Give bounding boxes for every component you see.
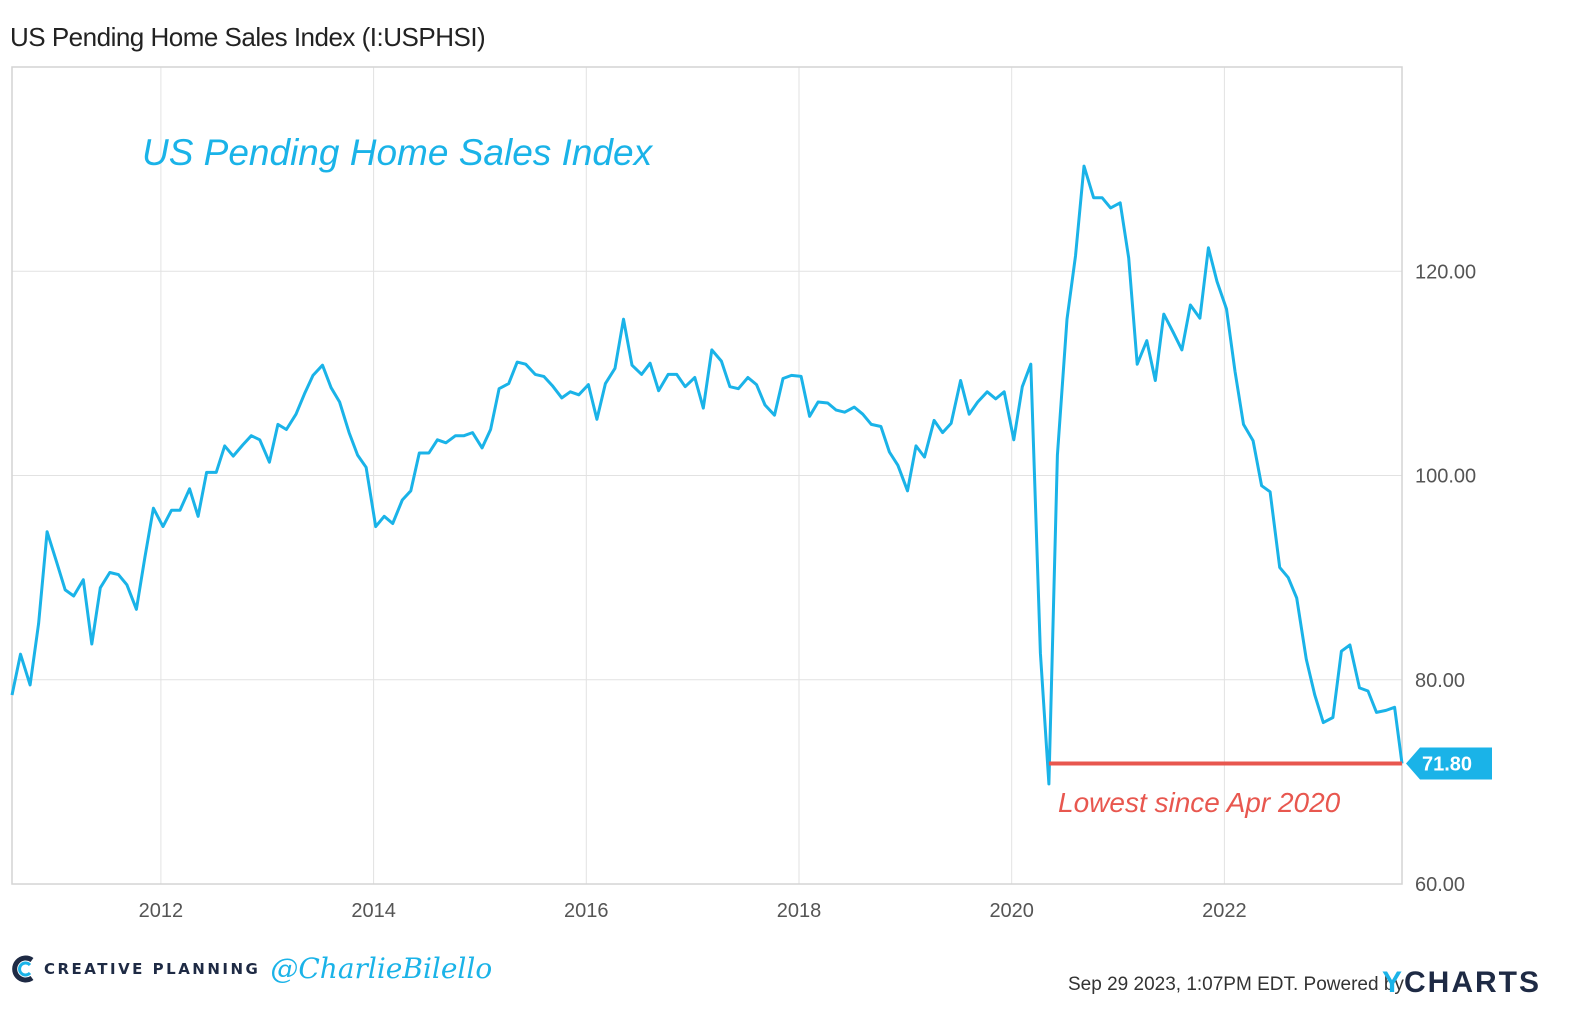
x-axis: 2012 2014 2016 2018 2020 2022: [139, 900, 1247, 922]
y-tick-label: 100.00: [1415, 466, 1476, 488]
author-handle: @CharlieBilello: [270, 952, 493, 985]
timestamp-text: Sep 29 2023, 1:07PM EDT.: [1068, 974, 1299, 995]
y-tick-label: 80.00: [1415, 670, 1465, 692]
x-tick-label: 2014: [351, 900, 396, 922]
brand-name: CREATIVE PLANNING: [44, 959, 261, 978]
grid: [12, 67, 1402, 884]
creative-planning-logo-icon: [12, 955, 34, 982]
last-value-label: 71.80: [1422, 753, 1472, 775]
ycharts-logo: YCHARTS: [1382, 966, 1541, 1000]
x-tick-label: 2012: [139, 900, 184, 922]
x-tick-label: 2018: [777, 900, 822, 922]
plot-frame: [11, 66, 1403, 885]
ycharts-logo-text: CHARTS: [1404, 966, 1542, 999]
chart-annotation-lowest: Lowest since Apr 2020: [1058, 787, 1341, 818]
x-tick-label: 2022: [1202, 900, 1247, 922]
y-tick-label: 60.00: [1415, 874, 1465, 896]
ycharts-logo-y: Y: [1382, 966, 1405, 999]
series-line: [10, 164, 1404, 786]
timestamp: Sep 29 2023, 1:07PM EDT. Powered by: [1068, 974, 1404, 996]
last-value-badge: 71.80: [1406, 747, 1492, 780]
y-tick-label: 120.00: [1415, 261, 1476, 283]
x-tick-label: 2020: [989, 900, 1034, 922]
powered-by-text: Powered by: [1303, 974, 1404, 995]
chart-annotation-title: US Pending Home Sales Index: [142, 132, 654, 173]
last-value-badge-shape: [1406, 747, 1492, 780]
y-axis: 60.00 80.00 100.00 120.00: [1415, 261, 1476, 896]
chart-title: US Pending Home Sales Index (I:USPHSI): [10, 22, 486, 52]
x-tick-label: 2016: [564, 900, 609, 922]
footer-brand: CREATIVE PLANNING @CharlieBilello: [12, 952, 492, 985]
